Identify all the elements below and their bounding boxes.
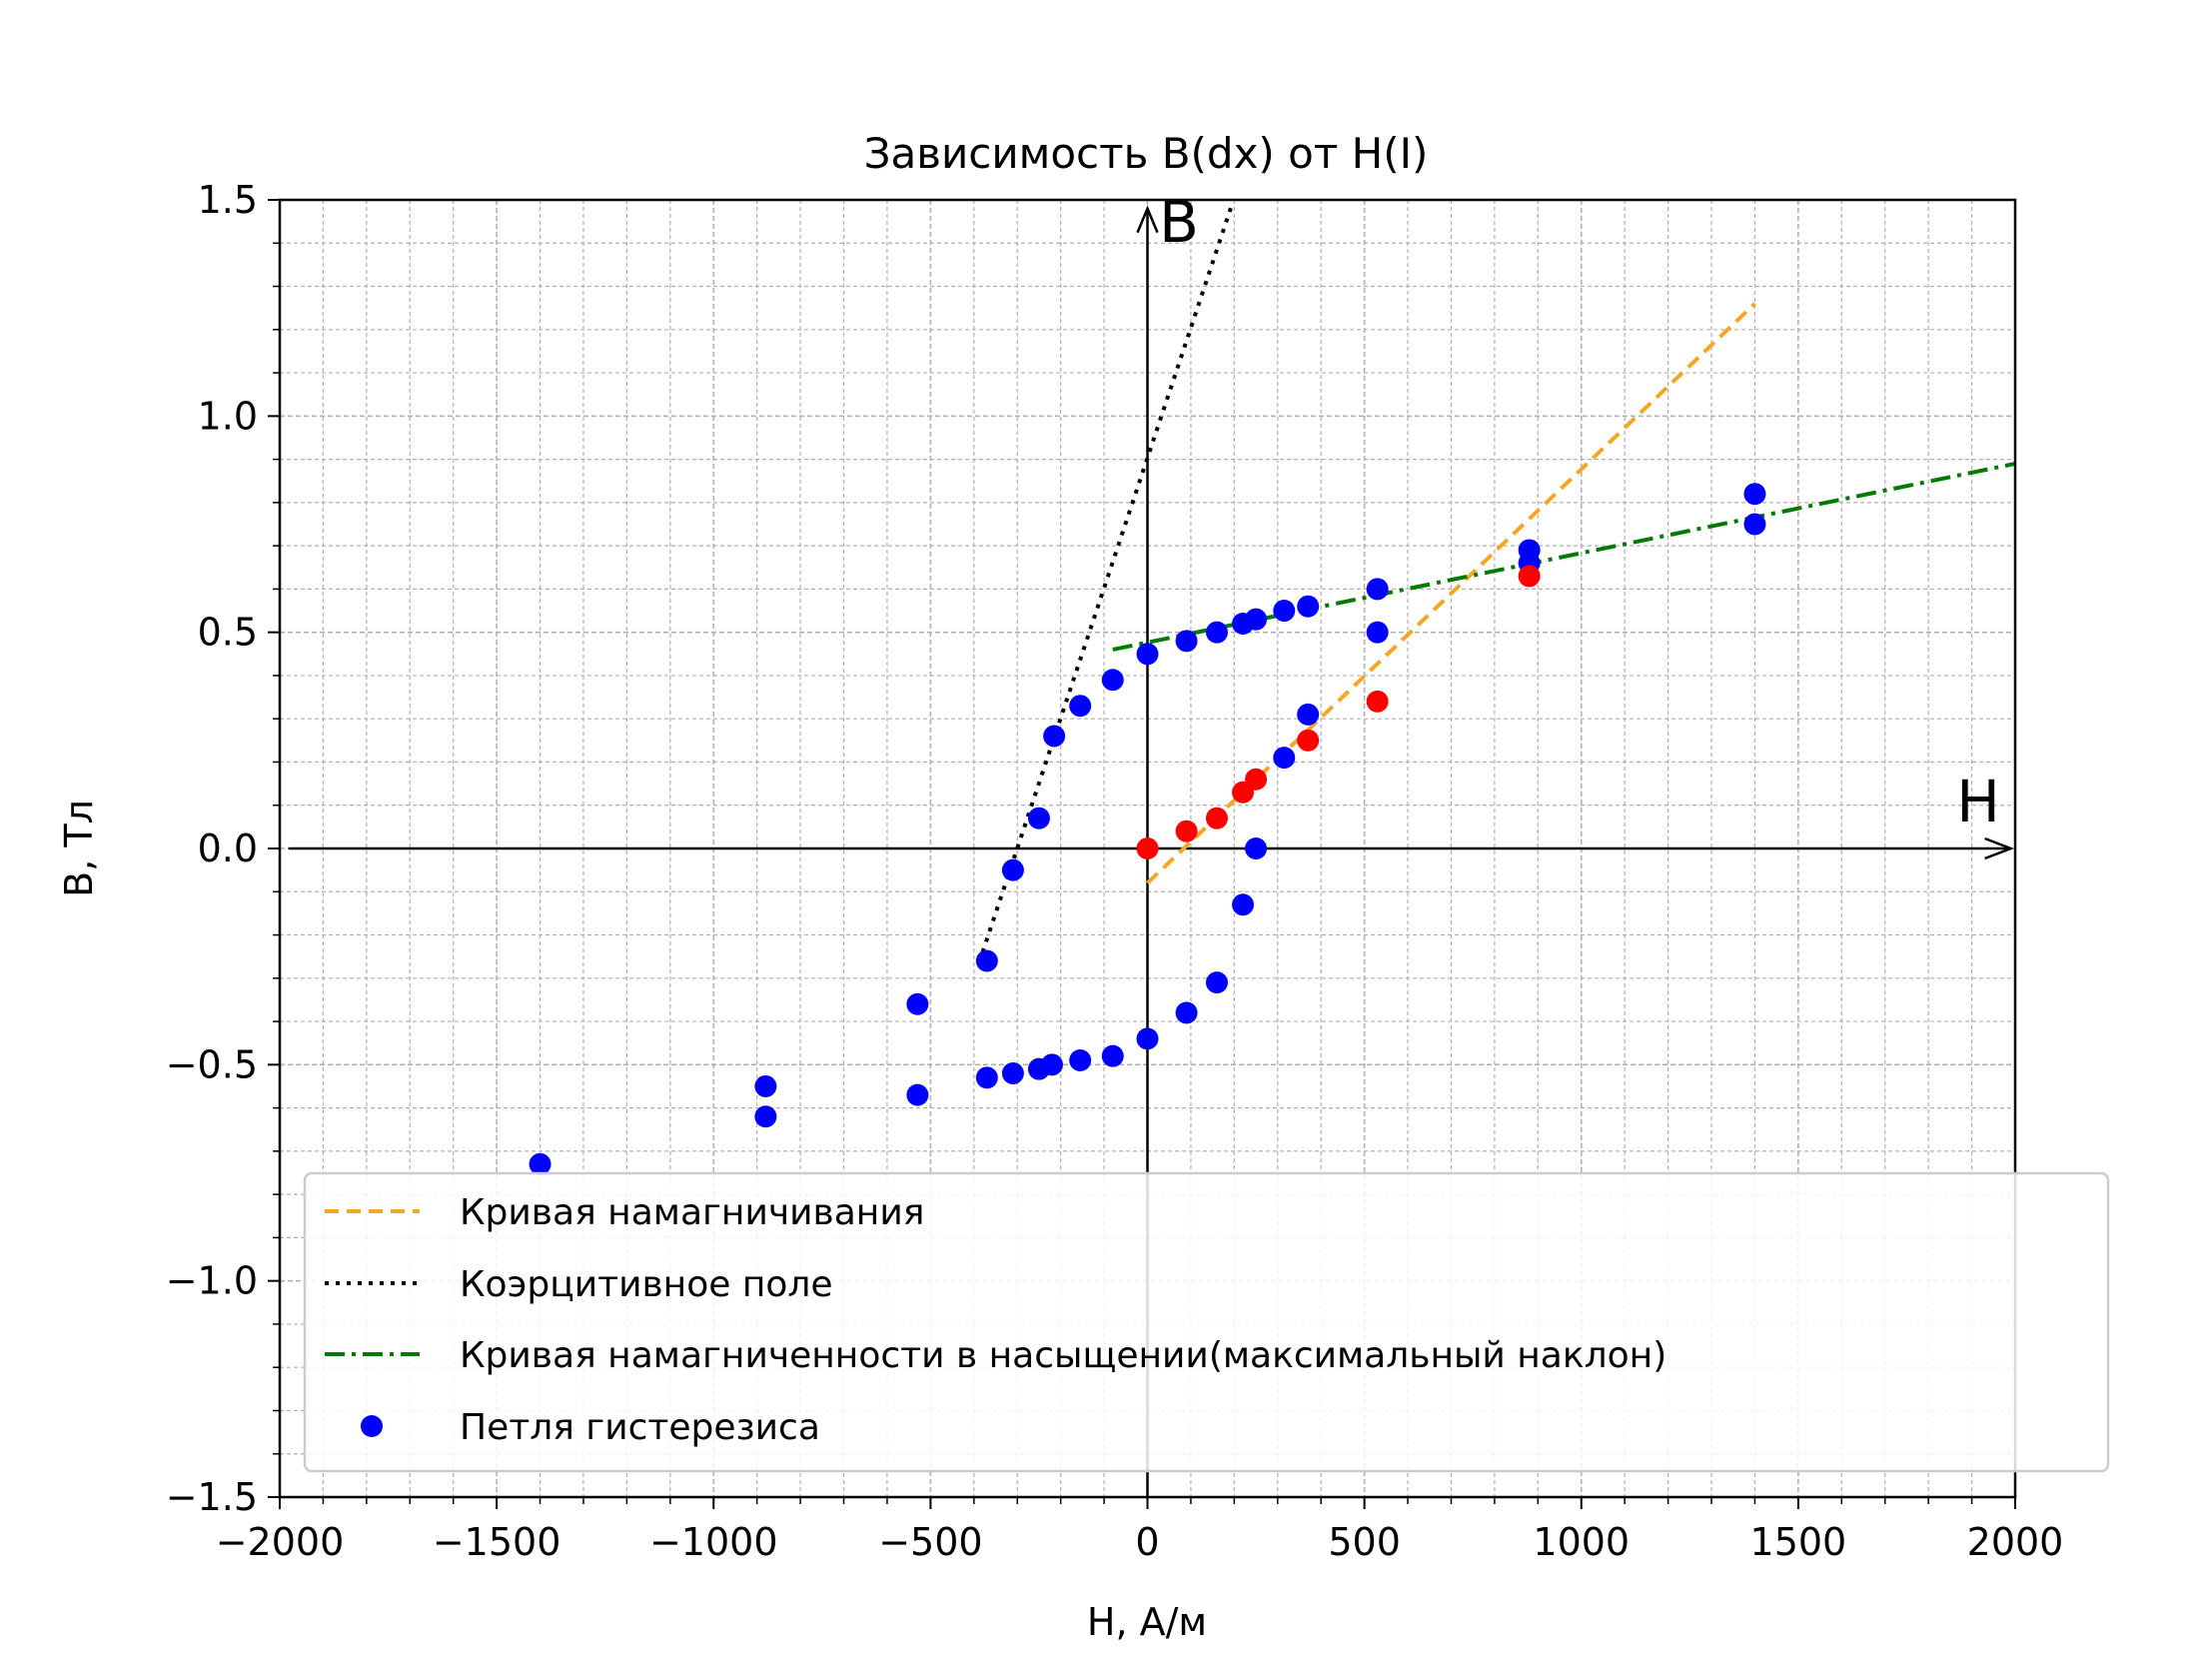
y-axis-arrowhead xyxy=(1136,205,1159,234)
y-tick-label: −1.0 xyxy=(166,1259,258,1303)
hysteresis-loop-point xyxy=(1175,630,1198,653)
hysteresis-loop-point xyxy=(1136,1027,1159,1050)
hysteresis-loop-point xyxy=(529,1152,552,1175)
hysteresis-loop-point xyxy=(1232,893,1255,916)
initial-magnetization-point xyxy=(1245,768,1268,791)
x-tick-label: −1000 xyxy=(649,1520,778,1564)
axis-ticks: −2000 −1500 −1000 −500 0 500 1000 1500 2000 −1.5 −… xyxy=(166,178,2064,1564)
initial-magnetization-point xyxy=(1297,729,1320,752)
y-axis-label: B, Тл xyxy=(57,800,101,897)
x-tick-label: 1500 xyxy=(1750,1520,1847,1564)
x-axis-label: H, А/м xyxy=(1087,1600,1207,1644)
hysteresis-loop-point xyxy=(906,1083,929,1106)
hysteresis-loop-point xyxy=(975,949,998,972)
hysteresis-loop-point xyxy=(1245,837,1268,859)
hysteresis-loop-point xyxy=(1366,578,1389,601)
hysteresis-loop-point xyxy=(1101,1044,1124,1067)
y-axis-arrow-label: B xyxy=(1159,188,1199,256)
hysteresis-loop-point xyxy=(1043,725,1066,748)
chart-title: Зависимость B(dx) от H(I) xyxy=(864,129,1429,178)
legend-loop-label: Петля гистерезиса xyxy=(460,1407,820,1448)
hysteresis-loop-point xyxy=(1136,643,1159,666)
hysteresis-loop-point xyxy=(1743,483,1766,506)
hysteresis-loop-point xyxy=(1205,971,1228,994)
hysteresis-loop-point xyxy=(1273,747,1296,770)
hysteresis-loop-point xyxy=(1101,669,1124,692)
initial-magnetization-point xyxy=(1366,690,1389,713)
x-tick-label: −1500 xyxy=(433,1520,561,1564)
x-axis-arrow-label: H xyxy=(1956,768,2000,835)
x-tick-label: 1000 xyxy=(1533,1520,1630,1564)
legend: Кривая намагничивания Коэрцитивное поле … xyxy=(303,1171,2110,1473)
hysteresis-loop-point xyxy=(906,992,929,1015)
x-axis-arrowhead xyxy=(1984,836,2015,860)
hysteresis-loop-point xyxy=(975,1066,998,1089)
hysteresis-loop-point xyxy=(1001,1061,1024,1084)
hysteresis-loop-point xyxy=(1743,513,1766,536)
legend-magnetization-label: Кривая намагничивания xyxy=(460,1192,924,1233)
legend-saturation-label: Кривая намагниченности в насыщении(макси… xyxy=(460,1335,1666,1376)
y-tick-label: 0.5 xyxy=(198,611,258,655)
hysteresis-loop-point xyxy=(1175,1001,1198,1024)
legend-loop-marker xyxy=(361,1415,383,1437)
hysteresis-loop-point xyxy=(1205,621,1228,644)
initial-magnetization-point xyxy=(1136,837,1159,859)
data-points xyxy=(529,483,1766,1175)
initial-magnetization-point xyxy=(1205,807,1228,830)
x-tick-label: 0 xyxy=(1135,1520,1159,1564)
hysteresis-loop-point xyxy=(754,1074,777,1097)
hysteresis-loop-point xyxy=(1273,600,1296,623)
hysteresis-loop-point xyxy=(754,1105,777,1128)
hysteresis-loop-point xyxy=(1297,595,1320,618)
y-tick-label: 1.0 xyxy=(198,394,258,438)
hysteresis-loop-point xyxy=(1040,1053,1063,1076)
x-tick-label: 500 xyxy=(1328,1520,1401,1564)
y-tick-label: −1.5 xyxy=(166,1475,258,1519)
y-tick-label: −0.5 xyxy=(166,1042,258,1086)
hysteresis-loop-point xyxy=(1001,858,1024,881)
hysteresis-loop-point xyxy=(1069,695,1092,718)
y-tick-label: 1.5 xyxy=(198,178,258,222)
hysteresis-loop-point xyxy=(1027,807,1050,830)
hysteresis-loop-point xyxy=(1069,1049,1092,1072)
initial-magnetization-point xyxy=(1518,565,1541,588)
x-tick-label: −2000 xyxy=(216,1520,345,1564)
hysteresis-loop-point xyxy=(1232,613,1255,636)
x-tick-label: −500 xyxy=(878,1520,982,1564)
y-tick-label: 0.0 xyxy=(198,827,258,870)
legend-box xyxy=(303,1171,2110,1473)
hysteresis-loop-point xyxy=(1366,621,1389,644)
hysteresis-loop-point xyxy=(1297,703,1320,726)
x-tick-label: 2000 xyxy=(1967,1520,2064,1564)
legend-coercive-label: Коэрцитивное поле xyxy=(460,1264,833,1305)
initial-magnetization-point xyxy=(1175,820,1198,842)
